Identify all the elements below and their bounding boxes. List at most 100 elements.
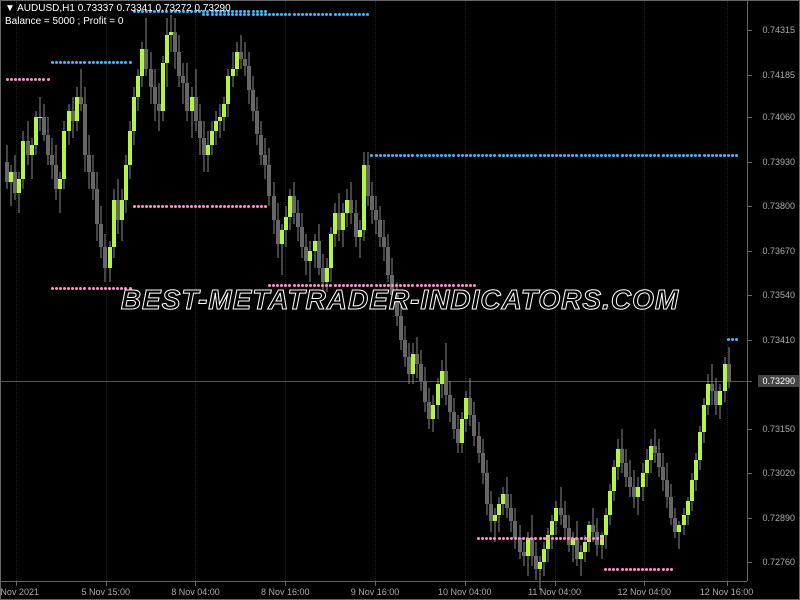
blue-dot bbox=[297, 13, 300, 16]
blue-dot bbox=[653, 154, 656, 157]
pink-dot bbox=[293, 284, 296, 287]
blue-dot bbox=[694, 154, 697, 157]
blue-dot bbox=[657, 154, 660, 157]
blue-dot bbox=[399, 154, 402, 157]
blue-dot bbox=[329, 13, 332, 16]
pink-dot bbox=[416, 284, 419, 287]
x-tick-label: 8 Nov 16:00 bbox=[261, 587, 310, 597]
pink-dot bbox=[534, 537, 537, 540]
blue-dot bbox=[551, 154, 554, 157]
blue-dot bbox=[555, 154, 558, 157]
blue-dot bbox=[243, 13, 246, 16]
pink-dot bbox=[247, 205, 250, 208]
chart-area[interactable] bbox=[1, 1, 747, 581]
pink-dot bbox=[481, 537, 484, 540]
pink-dot bbox=[124, 287, 127, 290]
blue-dot bbox=[284, 13, 287, 16]
pink-dot bbox=[350, 284, 353, 287]
pink-dot bbox=[260, 205, 263, 208]
pink-dot bbox=[407, 284, 410, 287]
pink-dot bbox=[264, 205, 267, 208]
blue-dot bbox=[260, 13, 263, 16]
pink-dot bbox=[22, 78, 25, 81]
blue-dot bbox=[338, 13, 341, 16]
blue-dot bbox=[321, 13, 324, 16]
pink-dot bbox=[317, 284, 320, 287]
blue-dot bbox=[514, 154, 517, 157]
pink-dot bbox=[116, 287, 119, 290]
blue-dot bbox=[235, 13, 238, 16]
blue-dot bbox=[506, 154, 509, 157]
y-tick-label: 0.73410 bbox=[762, 335, 795, 345]
x-tick-label: 9 Nov 16:00 bbox=[351, 587, 400, 597]
blue-dot bbox=[629, 154, 632, 157]
y-axis: 0.743150.741850.740600.739300.738000.736… bbox=[747, 1, 799, 581]
pink-dot bbox=[657, 568, 660, 571]
blue-dot bbox=[539, 154, 542, 157]
x-tick-label: 5 Nov 2021 bbox=[0, 587, 39, 597]
blue-dot bbox=[59, 61, 62, 64]
pink-dot bbox=[551, 537, 554, 540]
pink-dot bbox=[362, 284, 365, 287]
blue-dot bbox=[489, 154, 492, 157]
pink-dot bbox=[489, 537, 492, 540]
blue-dot bbox=[252, 13, 255, 16]
blue-dot bbox=[239, 13, 242, 16]
blue-dot bbox=[567, 154, 570, 157]
blue-dot bbox=[645, 154, 648, 157]
blue-dot bbox=[395, 154, 398, 157]
blue-dot bbox=[485, 154, 488, 157]
blue-dot bbox=[600, 154, 603, 157]
blue-dot bbox=[502, 154, 505, 157]
y-tick-label: 0.74315 bbox=[762, 25, 795, 35]
blue-dot bbox=[481, 154, 484, 157]
blue-dot bbox=[334, 13, 337, 16]
pink-dot bbox=[633, 568, 636, 571]
blue-dot bbox=[641, 154, 644, 157]
pink-dot bbox=[174, 205, 177, 208]
pink-dot bbox=[366, 284, 369, 287]
blue-dot bbox=[96, 61, 99, 64]
pink-dot bbox=[452, 284, 455, 287]
blue-dot bbox=[563, 154, 566, 157]
blue-dot bbox=[534, 154, 537, 157]
x-tick-label: 12 Nov 04:00 bbox=[617, 587, 671, 597]
pink-dot bbox=[563, 537, 566, 540]
blue-dot bbox=[88, 61, 91, 64]
blue-dot bbox=[596, 154, 599, 157]
y-tick-label: 0.73670 bbox=[762, 246, 795, 256]
blue-dot bbox=[346, 13, 349, 16]
pink-dot bbox=[457, 284, 460, 287]
pink-dot bbox=[190, 205, 193, 208]
y-tick-label: 0.72760 bbox=[762, 557, 795, 567]
blue-dot bbox=[293, 13, 296, 16]
blue-dot bbox=[55, 61, 58, 64]
pink-dot bbox=[26, 78, 29, 81]
pink-dot bbox=[461, 284, 464, 287]
blue-dot bbox=[457, 154, 460, 157]
blue-dot bbox=[666, 154, 669, 157]
blue-dot bbox=[366, 13, 369, 16]
y-tick-label: 0.74185 bbox=[762, 70, 795, 80]
y-tick-label: 0.72890 bbox=[762, 513, 795, 523]
blue-dot bbox=[711, 154, 714, 157]
blue-dot bbox=[387, 154, 390, 157]
blue-dot bbox=[526, 154, 529, 157]
candle bbox=[727, 347, 731, 388]
blue-dot bbox=[407, 154, 410, 157]
pink-dot bbox=[662, 568, 665, 571]
blue-dot bbox=[719, 154, 722, 157]
blue-dot bbox=[543, 154, 546, 157]
pink-dot bbox=[202, 205, 205, 208]
pink-dot bbox=[424, 284, 427, 287]
blue-dot bbox=[674, 154, 677, 157]
pink-dot bbox=[194, 205, 197, 208]
pink-dot bbox=[157, 205, 160, 208]
pink-dot bbox=[428, 284, 431, 287]
pink-dot bbox=[71, 287, 74, 290]
blue-dot bbox=[301, 13, 304, 16]
blue-dot bbox=[358, 13, 361, 16]
blue-dot bbox=[575, 154, 578, 157]
pink-dot bbox=[284, 284, 287, 287]
pink-dot bbox=[379, 284, 382, 287]
